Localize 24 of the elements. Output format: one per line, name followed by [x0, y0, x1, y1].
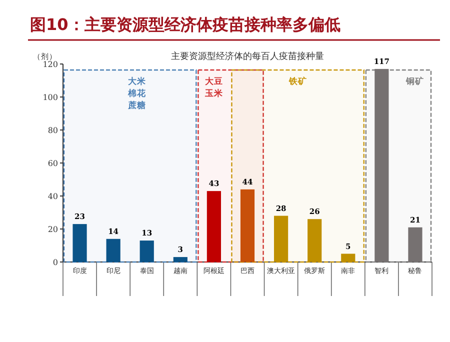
bar	[173, 257, 188, 262]
chart-title: 图10：主要资源型经济体疫苗接种率多偏低	[30, 15, 340, 34]
y-tick-label: 0	[52, 258, 58, 267]
band-label: 铁矿	[288, 76, 307, 87]
y-tick-label: 60	[48, 159, 58, 168]
bar	[106, 238, 120, 262]
bar	[408, 227, 422, 262]
bar	[240, 189, 255, 262]
y-tick-label: 20	[48, 225, 58, 234]
bar	[374, 68, 389, 262]
band-label: 大米棉花蔗糖	[126, 76, 147, 111]
bar	[72, 224, 87, 262]
bar	[206, 191, 221, 262]
band-label: 铜矿	[405, 76, 424, 87]
bar	[341, 254, 356, 262]
y-tick-label: 80	[48, 126, 58, 135]
y-tick-label: 40	[48, 192, 58, 201]
y-tick-label: 120	[42, 60, 58, 69]
y-tick-label: 100	[42, 93, 58, 102]
bar	[308, 219, 322, 262]
bar	[274, 216, 288, 262]
bar	[140, 240, 154, 262]
chart-subtitle: 主要资源型经济体的每百人疫苗接种量	[171, 51, 324, 62]
band-label: 大豆玉米	[204, 76, 224, 99]
